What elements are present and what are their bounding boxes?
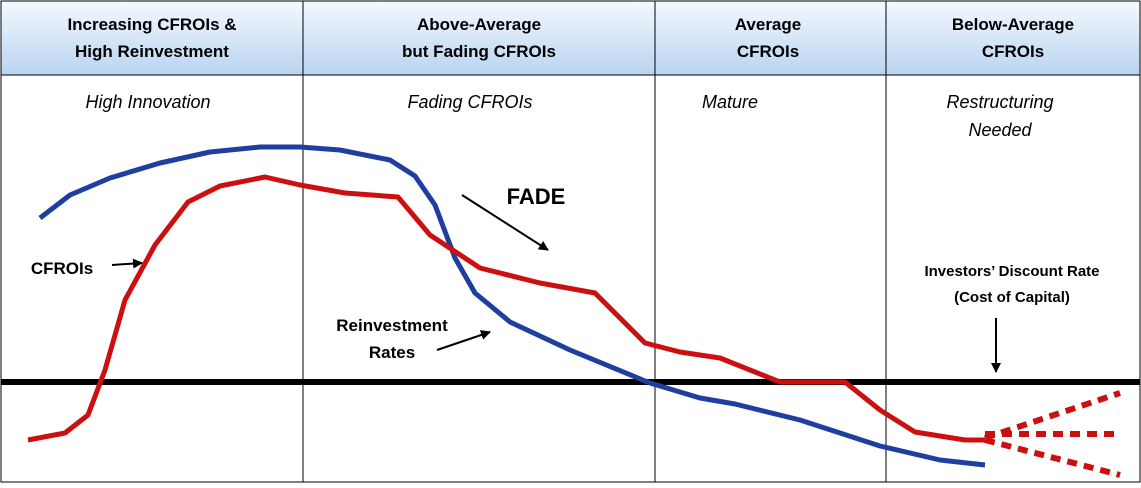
column-header: High Reinvestment	[75, 42, 229, 61]
cfrois-label: CFROIs	[31, 259, 93, 278]
column-header: Average	[735, 15, 801, 34]
fade-label: FADE	[507, 184, 566, 209]
texts: Increasing CFROIs & High Reinvestment Abov…	[31, 15, 1100, 362]
cfroi-curve	[27, 174, 985, 443]
reinvestment-label: Reinvestment	[336, 316, 448, 335]
header-band	[0, 0, 1141, 76]
reinvestment-curve	[38, 144, 986, 468]
discount-rate-label: Investors’ Discount Rate	[924, 263, 1099, 280]
phase-label: Needed	[968, 120, 1032, 140]
phase-label: Mature	[702, 92, 758, 112]
reinvestment-label: Rates	[369, 343, 415, 362]
phase-label: Restructuring	[946, 92, 1053, 112]
phase-label: Fading CFROIs	[407, 92, 532, 112]
column-header: CFROIs	[982, 42, 1044, 61]
column-header: but Fading CFROIs	[402, 42, 556, 61]
column-header: Increasing CFROIs &	[67, 15, 236, 34]
column-header: Above-Average	[417, 15, 541, 34]
phase-label: High Innovation	[85, 92, 210, 112]
future-paths	[984, 390, 1121, 478]
discount-rate-label: (Cost of Capital)	[954, 289, 1070, 306]
column-header: CFROIs	[737, 42, 799, 61]
column-header: Below-Average	[952, 15, 1074, 34]
arrows	[111, 194, 1001, 373]
column-dividers	[302, 1, 887, 482]
